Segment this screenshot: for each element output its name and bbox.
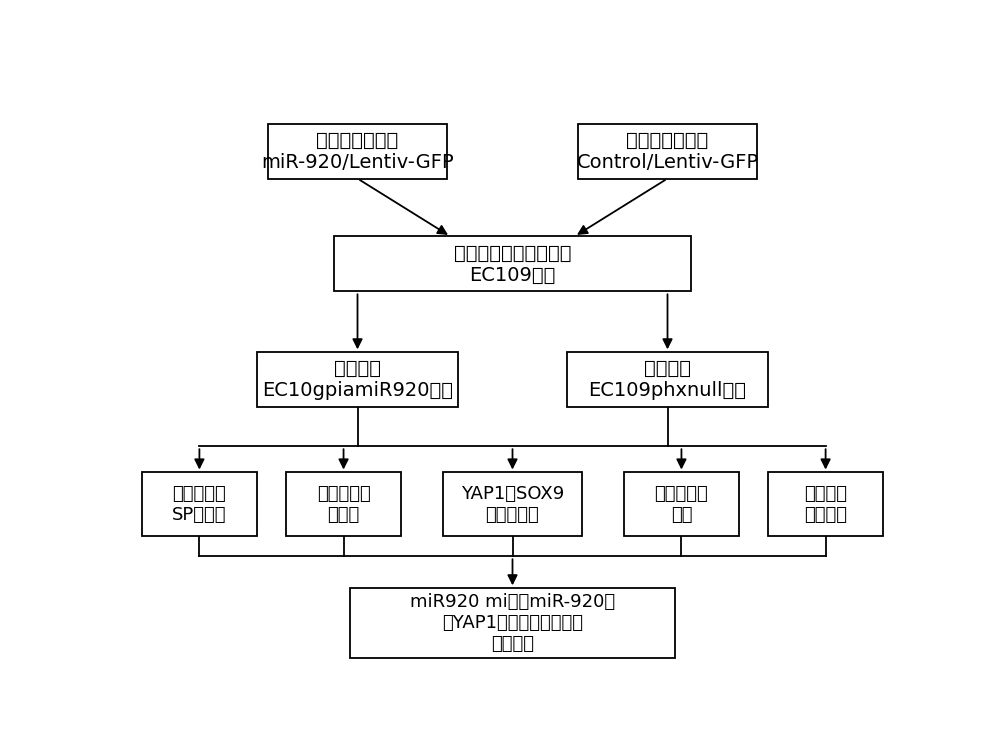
- Bar: [142, 472, 257, 536]
- Text: 包装、制备慢病毒感染
EC109细胞: 包装、制备慢病毒感染 EC109细胞: [454, 244, 571, 284]
- Text: 药物敏感性
检测: 药物敏感性 检测: [655, 485, 708, 523]
- Text: 肿瘤干细胞
SP群比例: 肿瘤干细胞 SP群比例: [172, 485, 227, 523]
- Text: 稳定筛选
EC109phxnull细胞: 稳定筛选 EC109phxnull细胞: [588, 359, 746, 400]
- Bar: [257, 352, 458, 408]
- Bar: [768, 472, 883, 536]
- Bar: [443, 472, 582, 536]
- Bar: [350, 588, 675, 658]
- Text: YAP1、SOX9
等分子检测: YAP1、SOX9 等分子检测: [461, 485, 564, 523]
- Text: 肿瘤细胞微
球形成: 肿瘤细胞微 球形成: [317, 485, 370, 523]
- Bar: [286, 472, 401, 536]
- Text: 构建慢病毒载体
miR-920/Lentiv-GFP: 构建慢病毒载体 miR-920/Lentiv-GFP: [261, 131, 454, 171]
- Bar: [624, 472, 739, 536]
- Text: 稳定筛选
EC10gpiamiR920细胞: 稳定筛选 EC10gpiamiR920细胞: [262, 359, 453, 400]
- Bar: [334, 236, 691, 292]
- Bar: [578, 123, 757, 178]
- Text: 构建慢病毒载体
Control/Lentiv-GFP: 构建慢病毒载体 Control/Lentiv-GFP: [576, 131, 759, 171]
- Bar: [268, 123, 447, 178]
- Text: miR920 mi阐明miR-920调
控YAP1在食管癌化疗耐药
中的作用: miR920 mi阐明miR-920调 控YAP1在食管癌化疗耐药 中的作用: [410, 593, 615, 653]
- Text: 凋亡相关
蛋白检测: 凋亡相关 蛋白检测: [804, 485, 847, 523]
- Bar: [567, 352, 768, 408]
